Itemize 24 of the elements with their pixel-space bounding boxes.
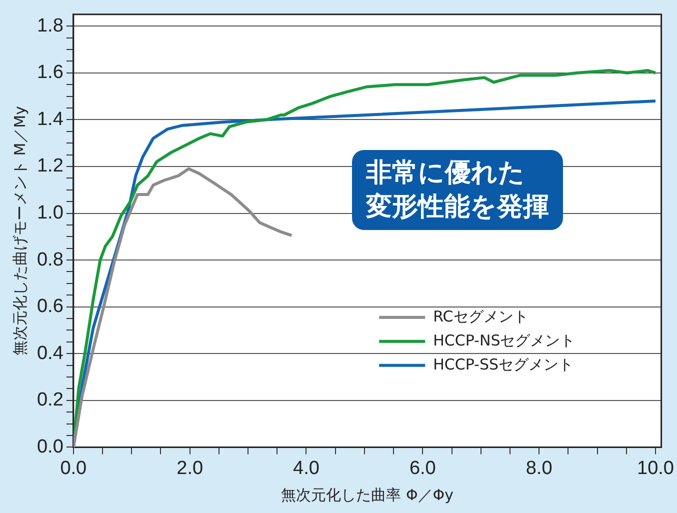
x-tick-label: 8.0 xyxy=(526,458,552,479)
y-axis-title: 無次元化した曲げモーメント M／My xyxy=(10,106,29,356)
y-tick-label: 0.2 xyxy=(36,390,64,411)
x-tick-label: 0.0 xyxy=(60,458,87,479)
y-tick-label: 0.0 xyxy=(36,436,64,458)
legend-label: HCCP-SSセグメント xyxy=(433,355,574,374)
note-box: 非常に優れた 変形性能を発揮 xyxy=(352,150,563,230)
x-tick-label: 4.0 xyxy=(293,458,320,479)
y-tick-label: 0.4 xyxy=(36,342,64,364)
legend-label: RCセグメント xyxy=(433,307,528,326)
x-tick-label: 6.0 xyxy=(409,458,436,479)
x-axis-title: 無次元化した曲率 Φ／Φy xyxy=(281,486,454,504)
x-tick-label: 10.0 xyxy=(636,458,674,479)
y-tick-label: 0.8 xyxy=(36,249,64,270)
annotation: 変形性能を発揮 xyxy=(366,191,549,224)
y-tick-label: 1.4 xyxy=(36,108,64,130)
y-tick-label: 1.8 xyxy=(36,15,64,36)
annotation: 非常に優れた xyxy=(366,157,526,190)
y-tick-label: 1.2 xyxy=(36,156,64,177)
x-tick-label: 2.0 xyxy=(176,458,204,479)
y-tick-label: 1.0 xyxy=(36,202,64,224)
y-tick-label: 1.6 xyxy=(36,62,64,84)
legend-label: HCCP-NSセグメント xyxy=(433,331,576,350)
y-tick-label: 0.6 xyxy=(36,296,64,318)
